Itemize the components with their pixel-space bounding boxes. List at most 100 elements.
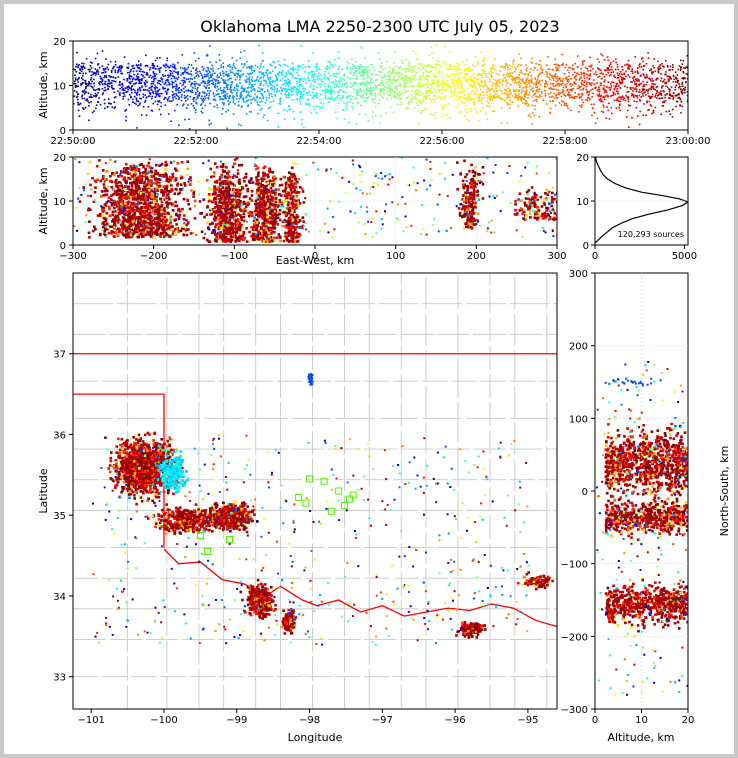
- time-source-point: [633, 75, 636, 78]
- ew-source-point: [99, 179, 103, 183]
- time-source-point: [428, 71, 430, 73]
- time-source-point: [335, 84, 338, 87]
- time-source-point: [498, 85, 501, 87]
- time-source-point: [480, 69, 483, 71]
- ew-source-point: [148, 215, 152, 218]
- time-source-point: [133, 73, 135, 76]
- time-source-point: [359, 88, 362, 90]
- time-source-point: [452, 79, 454, 82]
- time-source-point: [561, 88, 564, 91]
- time-source-point: [635, 90, 638, 93]
- time-source-point: [632, 90, 634, 92]
- time-source-point: [528, 113, 531, 116]
- time-source-point: [671, 94, 674, 97]
- time-source-point: [534, 108, 536, 111]
- time-source-point: [111, 86, 113, 89]
- time-source-point: [366, 82, 368, 85]
- time-source-point: [261, 73, 264, 76]
- time-source-point: [324, 88, 327, 91]
- time-source-point: [662, 101, 664, 103]
- time-source-point: [101, 65, 104, 67]
- time-source-point: [685, 66, 687, 68]
- time-source-point: [651, 112, 653, 115]
- time-source-point: [282, 87, 285, 90]
- time-source-point: [321, 78, 323, 81]
- time-source-point: [416, 93, 418, 95]
- time-source-point: [647, 92, 649, 95]
- time-source-point: [219, 74, 222, 76]
- time-source-point: [562, 86, 565, 89]
- ew-source-point: [93, 179, 97, 183]
- time-source-point: [579, 88, 582, 91]
- ew-source-point: [126, 233, 130, 236]
- time-source-point: [135, 93, 138, 95]
- ew-source-point: [155, 163, 158, 167]
- time-source-point: [289, 108, 292, 111]
- time-source-point: [457, 79, 460, 81]
- time-source-point: [77, 66, 79, 69]
- time-source-point: [438, 89, 440, 92]
- time-source-point: [358, 71, 361, 73]
- time-source-point: [327, 60, 329, 63]
- time-source-point: [519, 85, 521, 87]
- time-source-point: [450, 91, 453, 93]
- time-source-point: [150, 86, 152, 89]
- time-source-point: [440, 98, 443, 101]
- time-source-point: [139, 81, 141, 83]
- time-source-point: [257, 80, 259, 83]
- time-source-point: [407, 101, 410, 103]
- time-source-point: [473, 90, 476, 93]
- time-source-point: [520, 97, 522, 100]
- time-source-point: [428, 65, 431, 67]
- time-source-point: [384, 86, 386, 88]
- time-source-point: [534, 77, 537, 79]
- time-source-point: [305, 82, 307, 84]
- ew-source-point: [143, 180, 147, 183]
- time-source-point: [177, 61, 179, 64]
- time-source-point: [153, 80, 155, 83]
- time-source-point: [351, 63, 354, 66]
- time-source-point: [335, 80, 337, 83]
- time-source-point: [459, 110, 462, 113]
- time-source-point: [368, 69, 371, 71]
- time-source-point: [271, 95, 273, 98]
- time-source-point: [586, 77, 588, 79]
- time-source-point: [443, 103, 446, 106]
- time-source-point: [549, 68, 551, 70]
- time-source-point: [413, 78, 415, 81]
- time-source-point: [527, 115, 530, 117]
- ew-source-point: [152, 174, 156, 177]
- time-source-point: [415, 71, 417, 74]
- time-source-point: [595, 73, 597, 76]
- time-source-point: [650, 105, 653, 107]
- ew-source-point: [155, 208, 158, 212]
- time-source-point: [104, 68, 107, 70]
- time-source-point: [447, 75, 450, 78]
- ew-source-point: [193, 217, 197, 220]
- time-source-point: [400, 97, 403, 100]
- time-source-point: [496, 84, 499, 86]
- time-source-point: [512, 63, 515, 65]
- time-source-point: [507, 96, 509, 99]
- time-source-point: [435, 63, 437, 66]
- time-source-point: [192, 105, 195, 107]
- time-source-point: [651, 82, 653, 85]
- ew-source-point: [126, 214, 130, 217]
- time-source-point: [96, 52, 99, 55]
- ew-source-point: [129, 174, 133, 177]
- time-source-point: [643, 65, 645, 67]
- time-source-point: [540, 65, 542, 68]
- time-source-point: [472, 86, 474, 89]
- time-source-point: [681, 105, 683, 108]
- time-source-point: [611, 112, 613, 115]
- time-source-point: [349, 86, 352, 88]
- time-source-point: [315, 95, 317, 98]
- time-source-point: [78, 103, 81, 106]
- time-source-point: [221, 70, 224, 73]
- time-source-point: [583, 75, 585, 77]
- time-source-point: [491, 85, 494, 87]
- time-source-point: [509, 75, 512, 78]
- time-source-point: [330, 81, 333, 84]
- time-source-point: [418, 83, 420, 86]
- ew-source-point: [109, 158, 112, 162]
